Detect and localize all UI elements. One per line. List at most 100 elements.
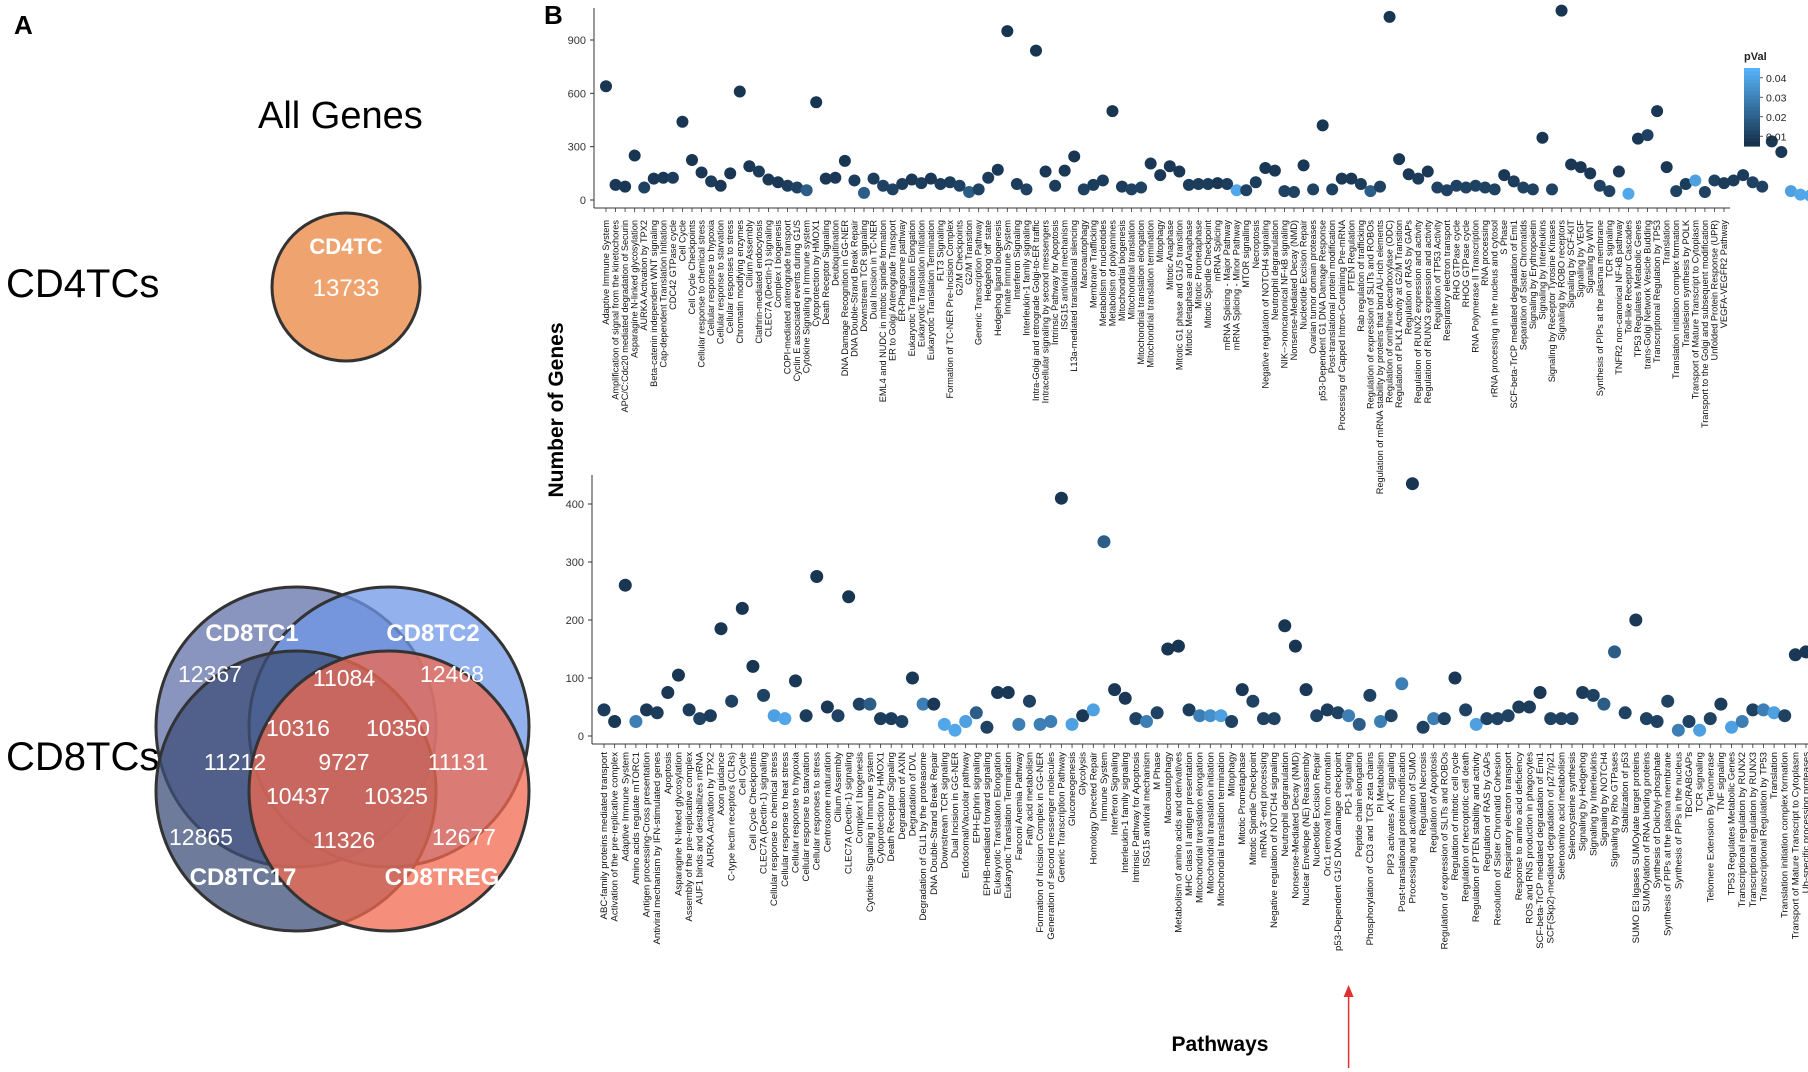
category-label: SUMO E3 ligases SUMOylate target protein… xyxy=(1631,752,1642,944)
data-point xyxy=(1211,177,1224,190)
data-point xyxy=(1546,183,1558,196)
data-point xyxy=(695,166,708,179)
panel-a-letter: A xyxy=(14,10,33,40)
data-point xyxy=(1161,642,1175,656)
data-point xyxy=(884,712,898,726)
category-label: Signaling by NOTCH4 xyxy=(1599,751,1610,846)
category-label: Regulation of necroptotic cell death xyxy=(1461,752,1472,902)
data-point xyxy=(991,163,1004,176)
y-tick-label: 300 xyxy=(568,142,586,154)
legend-color-segment xyxy=(1744,83,1760,89)
data-point xyxy=(969,706,983,720)
category-label: Regulation of ornithine decarboxylase (O… xyxy=(1385,220,1395,403)
category-label: Translation initiation complex formation xyxy=(1671,220,1681,379)
category-label: NIK-->noncanonical NF-kB signaling xyxy=(1279,220,1289,368)
data-point xyxy=(618,578,632,592)
data-point xyxy=(1240,184,1253,197)
data-point xyxy=(838,154,851,167)
y-tick-label: 200 xyxy=(566,615,584,627)
data-point xyxy=(1512,700,1526,714)
data-point xyxy=(686,154,698,166)
category-label: Beta-catenin independent WNT signaling xyxy=(649,220,659,387)
data-point xyxy=(1299,683,1313,697)
data-point xyxy=(1756,180,1769,193)
data-point xyxy=(1536,131,1549,144)
category-label: Metabolism of polyamines xyxy=(1107,220,1117,327)
data-point xyxy=(1267,712,1281,726)
data-point xyxy=(1746,176,1759,189)
category-label: Cell Cycle xyxy=(737,752,748,795)
category-label: Interferon Signaling xyxy=(1012,220,1022,300)
category-label: EPH-Ephrin signaling xyxy=(971,752,982,843)
category-label: Interferon Signaling xyxy=(1110,752,1121,835)
category-label: Mitochondrial translation termination xyxy=(1216,752,1227,906)
data-point xyxy=(1118,691,1132,705)
data-point xyxy=(1030,44,1042,57)
data-point xyxy=(991,686,1005,699)
data-point xyxy=(1278,185,1291,198)
data-point xyxy=(1440,184,1453,197)
data-point xyxy=(1576,686,1590,699)
category-label: C-type lectin receptors (CLRs) xyxy=(727,752,738,881)
x-axis-title: Pathways xyxy=(1172,1033,1269,1056)
data-point xyxy=(963,186,976,198)
data-point xyxy=(1775,146,1788,158)
data-point xyxy=(1670,185,1683,198)
data-point xyxy=(1010,178,1023,190)
category-label: Assembly of the pre-replicative complex xyxy=(684,752,695,922)
data-point xyxy=(1297,159,1310,172)
category-label: Transcriptional Regulation by TP53 xyxy=(1652,220,1662,363)
data-point xyxy=(746,659,760,673)
y-tick-label: 0 xyxy=(580,195,586,207)
data-point xyxy=(1345,172,1358,185)
category-label: Synthesis of PIPs at the plasma membrane xyxy=(1595,220,1605,396)
category-label: Metabolism of amino acids and derivative… xyxy=(1173,752,1184,933)
legend-color-segment xyxy=(1744,130,1760,135)
data-point xyxy=(1756,703,1770,717)
category-label: Macroautophagy xyxy=(1079,220,1089,289)
data-point xyxy=(705,175,718,188)
category-label: Cellular response to chemical stress xyxy=(769,752,780,906)
data-point xyxy=(1788,648,1802,662)
data-point xyxy=(1714,697,1728,711)
category-label: Macroautophagy xyxy=(1163,752,1174,824)
category-label: Transcriptional Regulation by TP53 xyxy=(1758,752,1769,901)
category-label: p53-Dependent G1 DNA Damage Response xyxy=(1318,220,1328,401)
data-point xyxy=(1173,165,1186,178)
data-point xyxy=(1679,178,1692,190)
data-point xyxy=(1150,706,1164,720)
category-label: Eukaryotic Translation Termination xyxy=(1003,752,1014,898)
category-label: Signaling by ROBO receptors xyxy=(1557,220,1567,341)
category-label: Processing of Capped Intron-Containing P… xyxy=(1337,219,1347,430)
category-label: Clathrin-mediated endocytosis xyxy=(754,220,764,344)
category-label: APC/C:Cdc20 mediated degradation of Secu… xyxy=(620,220,630,413)
category-label: COPI-mediated anterograde transport xyxy=(783,220,793,375)
data-point xyxy=(1331,706,1345,720)
category-label: Generic Transcription Pathway xyxy=(974,220,984,346)
category-label: Synthesis of PIPs in the nucleus xyxy=(1673,752,1684,889)
category-label: Nucleotide Excision Repair xyxy=(1312,751,1323,866)
data-point xyxy=(1526,183,1539,196)
data-point xyxy=(1718,177,1730,190)
data-point xyxy=(1077,183,1090,196)
data-point xyxy=(1383,10,1396,23)
data-point xyxy=(682,703,696,717)
data-point xyxy=(752,165,765,178)
data-point xyxy=(1039,165,1052,178)
data-point xyxy=(867,172,880,185)
data-point xyxy=(1364,185,1377,198)
category-label: Homology Directed Repair xyxy=(1088,751,1099,864)
data-point xyxy=(1412,172,1425,185)
category-label: Regulation of RAS by GAPs xyxy=(1482,752,1493,872)
data-point xyxy=(757,688,771,702)
category-label: Axon guidance xyxy=(716,752,727,815)
category-label: VEGFA-VEGFR2 Pathway xyxy=(1719,220,1729,329)
category-label: Transport of Mature Transcript to Cytopl… xyxy=(1790,752,1801,939)
category-label: Mitophagy xyxy=(1155,220,1165,263)
category-label: DNA Double-Strand Break Repair xyxy=(929,751,940,895)
category-label: mRNA Splicing - Major Pathway xyxy=(1222,220,1232,351)
category-label: Mitochondrial translation termination xyxy=(1146,220,1156,368)
data-point xyxy=(1259,162,1272,174)
data-point xyxy=(1268,164,1281,177)
data-point xyxy=(1632,132,1644,145)
